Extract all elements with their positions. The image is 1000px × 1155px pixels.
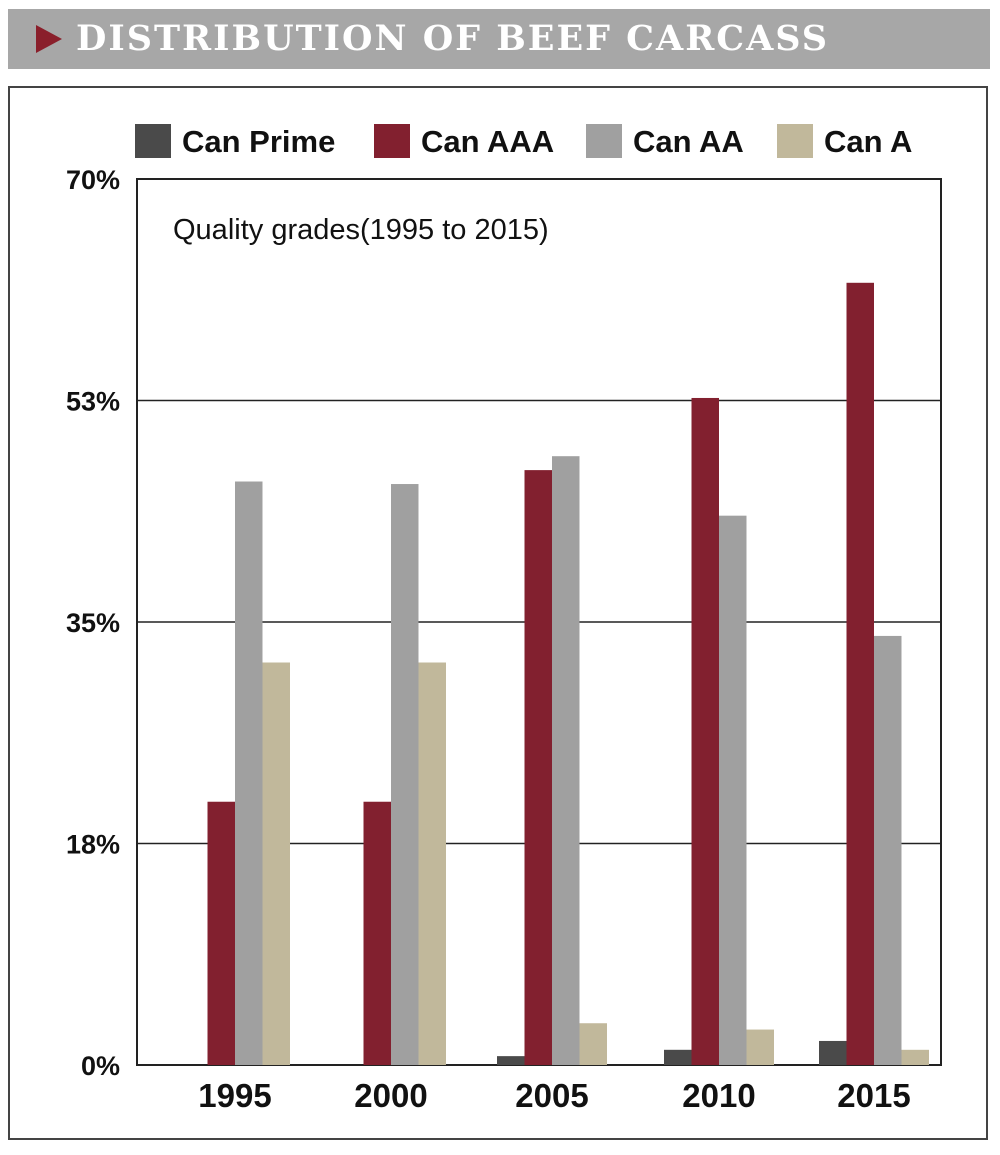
bar — [262, 662, 290, 1065]
bar — [579, 1023, 607, 1065]
bar — [746, 1029, 774, 1065]
legend-swatch — [586, 124, 622, 158]
x-tick-label: 1995 — [198, 1077, 271, 1114]
bar — [664, 1049, 692, 1065]
x-tick-label: 2010 — [682, 1077, 755, 1114]
bar — [207, 801, 235, 1065]
legend-swatch — [777, 124, 813, 158]
y-tick-label: 18% — [66, 830, 120, 860]
bar — [391, 484, 419, 1066]
y-tick-label: 35% — [66, 608, 120, 638]
x-tick-label: 2005 — [515, 1077, 588, 1114]
bar — [719, 515, 747, 1065]
bar — [524, 470, 552, 1066]
bar — [874, 635, 902, 1065]
bar — [235, 481, 263, 1065]
bar — [691, 397, 719, 1065]
bar — [846, 282, 874, 1065]
x-tick-label: 2000 — [354, 1077, 427, 1114]
legend-swatch — [135, 124, 171, 158]
bar — [552, 456, 580, 1066]
y-tick-label: 53% — [66, 387, 120, 417]
chart-title: Quality grades(1995 to 2015) — [173, 214, 549, 246]
legend-label: Can A — [824, 124, 912, 159]
legend-label: Can AAA — [421, 124, 554, 159]
y-tick-label: 70% — [66, 165, 120, 195]
bar — [901, 1049, 929, 1065]
bar — [497, 1056, 525, 1065]
legend-swatch — [374, 124, 410, 158]
legend-label: Can Prime — [182, 124, 335, 159]
header-title: DISTRIBUTION OF BEEF CARCASS — [76, 18, 830, 59]
x-tick-label: 2015 — [837, 1077, 910, 1114]
triangle-arrow-icon — [36, 25, 62, 53]
y-tick-label: 0% — [81, 1051, 120, 1081]
bar — [363, 801, 391, 1065]
header-bar: DISTRIBUTION OF BEEF CARCASS — [8, 9, 990, 69]
bar — [819, 1040, 847, 1065]
legend-label: Can AA — [633, 124, 744, 159]
bar — [418, 662, 446, 1065]
chart-panel — [8, 86, 988, 1140]
